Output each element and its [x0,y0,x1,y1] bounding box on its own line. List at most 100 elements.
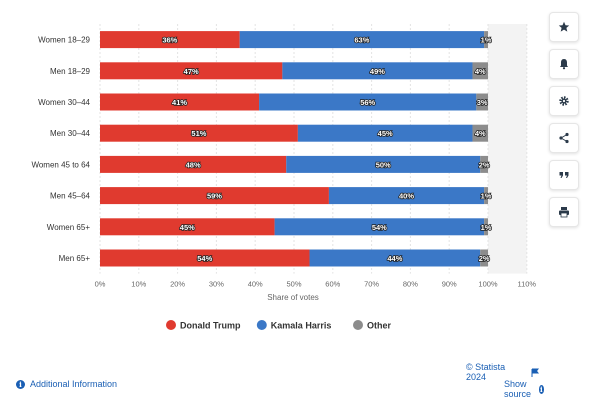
gear-icon [559,96,569,106]
star-icon [558,21,570,32]
data-label: 48% [186,160,201,169]
favorite-button[interactable] [549,12,579,42]
data-label: 51% [191,129,206,138]
data-label: 41% [172,98,187,107]
bar-segment [286,155,481,173]
category-label: Men 45–64 [50,192,91,201]
category-label: Women 65+ [47,223,91,232]
data-label: 45% [180,223,195,232]
copyright: © Statista 2024 [466,362,540,382]
info-icon: i [16,379,25,389]
data-label: 44% [387,254,402,263]
info-icon: i [538,384,545,394]
bar-segment [484,31,488,49]
quote-icon [559,172,569,178]
x-tick-label: 110% [517,280,536,289]
category-labels: Women 18–29 Men 18–29 Women 30–44 Men 30–44… [31,36,90,263]
data-label: 56% [360,98,375,107]
data-label: 2% [479,160,490,169]
overflow-band [488,24,527,274]
x-tick-label: 70% [364,280,379,289]
x-tick-label: 90% [442,280,457,289]
x-tick-label: 0% [95,280,106,289]
category-label: Men 65+ [59,254,91,263]
bar-segment [100,155,287,173]
legend-marker [166,320,176,330]
additional-information-label: Additional Information [30,379,118,389]
data-label: 59% [207,192,222,201]
settings-button[interactable] [549,86,579,116]
bell-icon [560,59,568,70]
share-icon [559,132,569,144]
bar-segment [472,62,488,80]
additional-information-link[interactable]: i Additional Information [16,379,117,389]
x-tick-label: 40% [248,280,263,289]
bar-segment [480,249,488,267]
x-tick-label: 30% [209,280,224,289]
data-label: 4% [475,129,486,138]
data-label: 63% [354,36,369,45]
bar-segment [309,249,481,267]
data-label: 3% [477,98,488,107]
category-label: Women 45 to 64 [31,160,90,169]
category-label: Men 18–29 [50,67,91,76]
show-source-label: Show source [504,379,532,399]
print-button[interactable] [549,197,579,227]
bar-segment [274,218,485,236]
x-axis-label: Share of votes [267,293,319,302]
data-label: 2% [479,254,490,263]
bar-segment [259,93,477,111]
legend-label[interactable]: Kamala Harris [271,321,332,331]
category-label: Women 30–44 [38,98,90,107]
bar-segment [100,93,260,111]
bar-segment [472,124,488,142]
data-label: 45% [378,129,393,138]
x-tick-label: 60% [325,280,340,289]
bar-segment [484,187,488,205]
bar-segment [476,93,488,111]
chart-card: 36% 63% 1% 47% 49% 4% 41% 56% 3% 51% 45% 4% 48% 50% 2%… [16,24,545,399]
legend: Donald Trump Kamala Harris Other [166,320,392,331]
bars: 36% 63% 1% 47% 49% 4% 41% 56% 3% 51% 45% 4% 48% 50% 2%… [100,31,493,267]
legend-marker [353,320,363,330]
show-source-link[interactable]: Show source i [504,379,545,399]
x-tick-label: 50% [286,280,301,289]
data-label: 40% [399,192,414,201]
cite-button[interactable] [549,160,579,190]
data-label: 49% [370,67,385,76]
bar-segment [480,155,488,173]
bar-segment [484,218,488,236]
stacked-bar-chart: 36% 63% 1% 47% 49% 4% 41% 56% 3% 51% 45% 4% 48% 50% 2%… [31,24,537,331]
bar-segment [328,187,485,205]
data-label: 54% [197,254,212,263]
flag-icon [531,368,540,377]
category-label: Women 18–29 [38,36,90,45]
bar-segment [282,62,473,80]
bar-segment [100,31,240,49]
data-label: 47% [184,67,199,76]
share-button[interactable] [549,123,579,153]
x-axis-ticks: 0% 10% 20% 30% 40% 50% 60% 70% 80% 90% 100% 110% [95,280,537,289]
data-label: 1% [481,223,492,232]
category-label: Men 30–44 [50,129,91,138]
legend-marker [256,320,267,330]
legend-label[interactable]: Other [367,321,392,331]
legend-label[interactable]: Donald Trump [180,321,241,331]
print-icon [559,207,569,218]
bar-segment [100,124,298,142]
sidebar-toolbar [549,12,579,234]
data-label: 1% [481,36,492,45]
data-label: 4% [475,67,486,76]
bar-segment [100,249,310,267]
copyright-text: © Statista 2024 [466,362,506,382]
x-tick-label: 10% [131,280,146,289]
data-label: 1% [481,192,492,201]
bar-segment [100,187,329,205]
notification-button[interactable] [549,49,579,79]
data-label: 50% [376,160,391,169]
bar-segment [297,124,473,142]
bar-segment [100,218,275,236]
grid-lines [99,24,528,274]
x-tick-label: 20% [170,280,185,289]
data-label: 54% [372,223,387,232]
